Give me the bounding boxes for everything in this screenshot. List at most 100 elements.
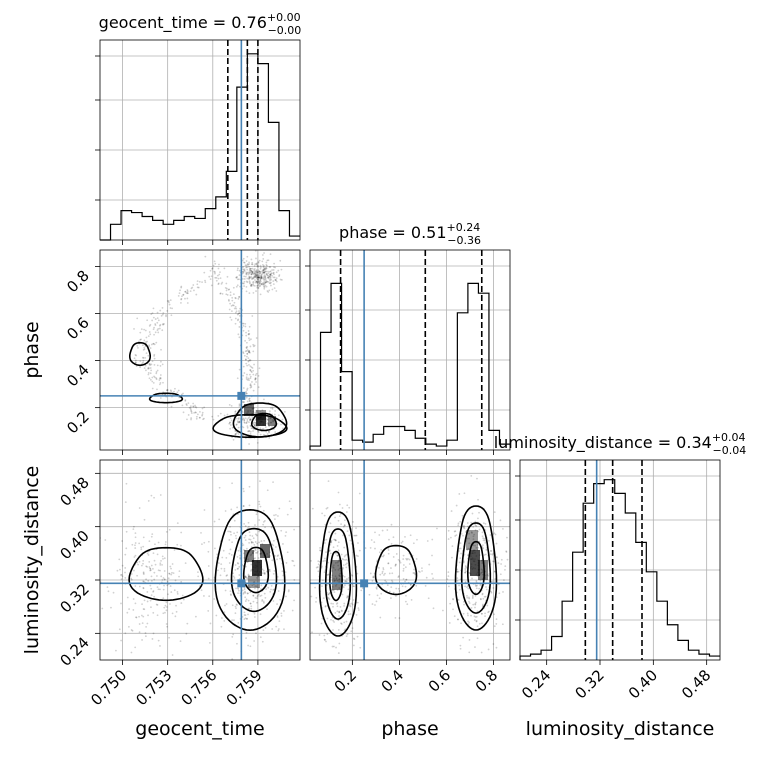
sample-point [152,328,155,331]
sample-point [357,609,360,611]
contour-line [212,413,288,439]
sample-point [249,351,251,354]
sample-point [274,278,277,281]
sample-point [159,365,162,367]
sample-point [352,644,355,647]
sample-point [459,542,462,545]
sample-point [349,539,352,542]
sample-point [148,362,151,365]
sample-point [269,273,271,276]
sample-point [246,618,248,620]
sample-point [342,534,344,537]
sample-point [142,562,144,565]
sample-point [474,646,476,648]
sample-point [252,541,255,544]
sample-point [337,491,340,494]
sample-point [337,549,340,552]
sample-point [124,501,127,504]
sample-point [244,575,247,578]
sample-point [140,338,142,341]
sample-point [255,263,258,266]
sample-point [390,542,393,545]
sample-point [278,274,281,276]
sample-point [161,306,164,309]
sample-point [130,651,133,654]
sample-point [500,563,502,565]
sample-point [265,430,268,433]
sample-point [280,268,283,271]
sample-point [259,279,262,282]
sample-point [238,278,240,281]
sample-point [156,575,158,577]
sample-point [234,311,237,314]
sample-point [236,377,239,380]
sample-point [110,606,112,609]
sample-point [195,417,198,420]
sample-point [258,272,261,275]
sample-point [156,586,159,589]
sample-point [234,322,237,325]
sample-point [147,335,150,338]
sample-point [248,337,250,340]
sample-point [173,549,176,551]
sample-point [256,276,259,279]
sample-point [241,418,244,421]
sample-point [256,284,259,287]
sample-point [153,496,155,499]
sample-point [493,613,496,616]
sample-point [270,272,273,275]
sample-point [145,341,147,343]
sample-point [237,589,240,592]
y-tick-label-phase: 0.8 [63,267,93,297]
sample-point [452,608,454,611]
sample-point [259,266,262,269]
sample-point [394,564,397,567]
sample-point [174,579,177,582]
sample-point [270,272,272,275]
sample-point [203,541,206,544]
sample-point [479,584,482,586]
sample-point [245,376,248,379]
sample-point [150,606,152,609]
sample-point [467,614,469,617]
sample-point [348,604,351,607]
sample-point [196,283,199,286]
sample-point [243,588,246,591]
sample-point [245,358,247,361]
sample-point [242,325,245,327]
sample-point [249,365,252,368]
sample-point [334,532,337,535]
sample-point [193,412,195,414]
sample-point [246,592,249,595]
sample-point [224,510,227,512]
sample-point [484,595,487,598]
sample-point [238,326,241,328]
sample-point [194,406,197,408]
sample-point [136,561,138,564]
sample-point [248,586,251,589]
sample-point [474,524,477,527]
sample-point [229,302,231,305]
sample-point [262,271,265,274]
sample-point [341,557,344,560]
y-tick-label-luminosity_distance: 0.32 [56,580,92,616]
sample-point [254,374,257,377]
sample-point [230,533,232,536]
sample-point [146,622,149,625]
sample-point [470,521,473,524]
sample-point [149,372,152,375]
sample-point [340,553,343,556]
sample-point [322,597,325,600]
sample-point [262,269,265,271]
sample-point [198,410,201,413]
sample-point [157,327,160,330]
sample-point [262,283,265,285]
sample-point [487,611,490,614]
sample-point [250,569,252,572]
sample-point [186,292,189,295]
sample-point [321,585,323,588]
sample-point [347,613,350,616]
sample-point [144,635,147,638]
sample-point [260,540,263,542]
sample-point [255,576,258,579]
